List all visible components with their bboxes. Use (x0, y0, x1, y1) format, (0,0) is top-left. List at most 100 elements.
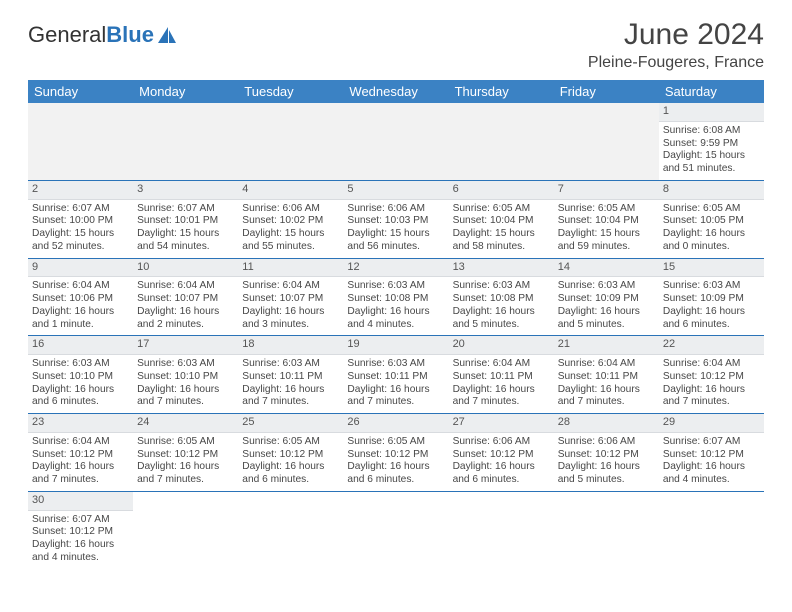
weekday-header: Friday (554, 80, 659, 103)
day-info: Sunrise: 6:04 AMSunset: 10:06 PMDaylight… (28, 277, 133, 335)
calendar-day-cell: 22Sunrise: 6:04 AMSunset: 10:12 PMDaylig… (659, 336, 764, 414)
calendar-day-cell: 5Sunrise: 6:06 AMSunset: 10:03 PMDayligh… (343, 180, 448, 258)
day-info: Sunrise: 6:07 AMSunset: 10:12 PMDaylight… (659, 433, 764, 491)
day-sunrise: Sunrise: 6:06 AM (558, 436, 655, 449)
day-number: 14 (554, 259, 659, 278)
day-info: Sunrise: 6:05 AMSunset: 10:12 PMDaylight… (133, 433, 238, 491)
day-dl1: Daylight: 16 hours (32, 306, 129, 319)
calendar-day-cell: 3Sunrise: 6:07 AMSunset: 10:01 PMDayligh… (133, 180, 238, 258)
day-number: 15 (659, 259, 764, 278)
day-number: 28 (554, 414, 659, 433)
day-sunrise: Sunrise: 6:06 AM (453, 436, 550, 449)
day-info: Sunrise: 6:03 AMSunset: 10:09 PMDaylight… (659, 277, 764, 335)
day-sunset: Sunset: 10:11 PM (453, 371, 550, 384)
day-number: 1 (659, 103, 764, 122)
day-number: 18 (238, 336, 343, 355)
day-sunrise: Sunrise: 6:03 AM (347, 280, 444, 293)
calendar-blank-cell (343, 103, 448, 180)
calendar-day-cell: 13Sunrise: 6:03 AMSunset: 10:08 PMDaylig… (449, 258, 554, 336)
calendar-day-cell: 4Sunrise: 6:06 AMSunset: 10:02 PMDayligh… (238, 180, 343, 258)
day-info: Sunrise: 6:03 AMSunset: 10:10 PMDaylight… (133, 355, 238, 413)
day-dl2: and 59 minutes. (558, 241, 655, 254)
brand-logo: GeneralBlue (28, 24, 178, 46)
day-number: 7 (554, 181, 659, 200)
day-sunset: Sunset: 10:07 PM (242, 293, 339, 306)
day-dl1: Daylight: 15 hours (558, 228, 655, 241)
calendar-day-cell: 10Sunrise: 6:04 AMSunset: 10:07 PMDaylig… (133, 258, 238, 336)
calendar-day-cell: 27Sunrise: 6:06 AMSunset: 10:12 PMDaylig… (449, 414, 554, 492)
day-number: 5 (343, 181, 448, 200)
day-sunrise: Sunrise: 6:08 AM (663, 125, 760, 138)
day-dl2: and 7 minutes. (137, 396, 234, 409)
day-sunset: Sunset: 10:09 PM (663, 293, 760, 306)
day-info: Sunrise: 6:05 AMSunset: 10:12 PMDaylight… (238, 433, 343, 491)
day-info: Sunrise: 6:06 AMSunset: 10:03 PMDaylight… (343, 200, 448, 258)
day-sunrise: Sunrise: 6:07 AM (137, 203, 234, 216)
day-number: 4 (238, 181, 343, 200)
day-dl1: Daylight: 15 hours (663, 150, 760, 163)
day-dl2: and 6 minutes. (663, 319, 760, 332)
day-number: 24 (133, 414, 238, 433)
day-dl1: Daylight: 15 hours (453, 228, 550, 241)
day-info: Sunrise: 6:06 AMSunset: 10:02 PMDaylight… (238, 200, 343, 258)
day-sunset: Sunset: 10:05 PM (663, 215, 760, 228)
day-info: Sunrise: 6:03 AMSunset: 10:08 PMDaylight… (343, 277, 448, 335)
day-sunrise: Sunrise: 6:03 AM (663, 280, 760, 293)
day-sunset: Sunset: 10:12 PM (663, 449, 760, 462)
weekday-header: Sunday (28, 80, 133, 103)
day-dl1: Daylight: 15 hours (137, 228, 234, 241)
day-sunset: Sunset: 10:10 PM (32, 371, 129, 384)
day-sunset: Sunset: 10:00 PM (32, 215, 129, 228)
calendar-blank-cell (554, 103, 659, 180)
day-sunrise: Sunrise: 6:06 AM (347, 203, 444, 216)
calendar-blank-cell (554, 491, 659, 568)
day-sunset: Sunset: 10:09 PM (558, 293, 655, 306)
day-dl2: and 6 minutes. (242, 474, 339, 487)
day-dl2: and 5 minutes. (558, 319, 655, 332)
day-sunset: Sunset: 10:02 PM (242, 215, 339, 228)
day-sunset: Sunset: 10:12 PM (453, 449, 550, 462)
day-number: 2 (28, 181, 133, 200)
day-number: 26 (343, 414, 448, 433)
day-sunrise: Sunrise: 6:05 AM (558, 203, 655, 216)
day-dl2: and 6 minutes. (32, 396, 129, 409)
calendar-day-cell: 1Sunrise: 6:08 AMSunset: 9:59 PMDaylight… (659, 103, 764, 180)
day-number: 13 (449, 259, 554, 278)
calendar-blank-cell (343, 491, 448, 568)
day-number: 3 (133, 181, 238, 200)
day-sunrise: Sunrise: 6:03 AM (242, 358, 339, 371)
day-sunset: Sunset: 10:12 PM (558, 449, 655, 462)
day-dl1: Daylight: 16 hours (663, 461, 760, 474)
day-sunset: Sunset: 10:11 PM (558, 371, 655, 384)
day-info: Sunrise: 6:03 AMSunset: 10:11 PMDaylight… (238, 355, 343, 413)
day-dl2: and 52 minutes. (32, 241, 129, 254)
weekday-header: Tuesday (238, 80, 343, 103)
day-sunset: Sunset: 10:11 PM (347, 371, 444, 384)
day-number: 22 (659, 336, 764, 355)
calendar-week-row: 9Sunrise: 6:04 AMSunset: 10:06 PMDayligh… (28, 258, 764, 336)
day-info: Sunrise: 6:05 AMSunset: 10:04 PMDaylight… (554, 200, 659, 258)
day-info: Sunrise: 6:05 AMSunset: 10:12 PMDaylight… (343, 433, 448, 491)
day-sunset: Sunset: 10:11 PM (242, 371, 339, 384)
day-dl1: Daylight: 16 hours (558, 461, 655, 474)
calendar-page: GeneralBlue June 2024 Pleine-Fougeres, F… (0, 0, 792, 569)
day-dl1: Daylight: 16 hours (558, 384, 655, 397)
calendar-day-cell: 30Sunrise: 6:07 AMSunset: 10:12 PMDaylig… (28, 491, 133, 568)
day-number: 23 (28, 414, 133, 433)
day-sunrise: Sunrise: 6:07 AM (32, 514, 129, 527)
calendar-blank-cell (133, 491, 238, 568)
day-dl2: and 7 minutes. (453, 396, 550, 409)
day-dl2: and 56 minutes. (347, 241, 444, 254)
calendar-blank-cell (449, 103, 554, 180)
day-sunset: Sunset: 10:07 PM (137, 293, 234, 306)
day-dl1: Daylight: 16 hours (347, 461, 444, 474)
calendar-day-cell: 11Sunrise: 6:04 AMSunset: 10:07 PMDaylig… (238, 258, 343, 336)
calendar-day-cell: 21Sunrise: 6:04 AMSunset: 10:11 PMDaylig… (554, 336, 659, 414)
weekday-header: Saturday (659, 80, 764, 103)
day-info: Sunrise: 6:07 AMSunset: 10:12 PMDaylight… (28, 511, 133, 569)
brand-text: GeneralBlue (28, 24, 154, 46)
day-info: Sunrise: 6:03 AMSunset: 10:10 PMDaylight… (28, 355, 133, 413)
calendar-week-row: 16Sunrise: 6:03 AMSunset: 10:10 PMDaylig… (28, 336, 764, 414)
day-sunrise: Sunrise: 6:03 AM (453, 280, 550, 293)
day-sunrise: Sunrise: 6:03 AM (137, 358, 234, 371)
